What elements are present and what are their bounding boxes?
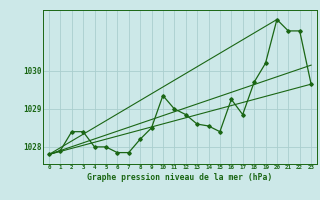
X-axis label: Graphe pression niveau de la mer (hPa): Graphe pression niveau de la mer (hPa): [87, 173, 273, 182]
